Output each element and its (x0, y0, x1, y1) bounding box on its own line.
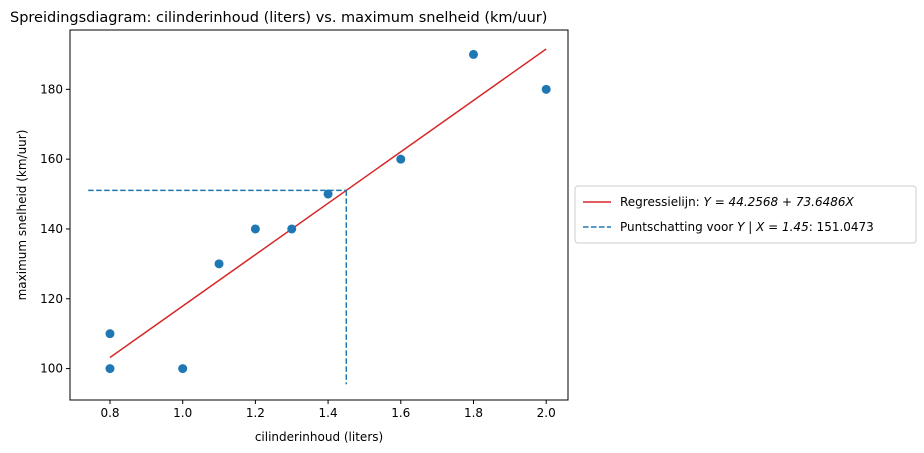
scatter-point (541, 84, 551, 94)
legend-point-estimate-label: Puntschatting voor Y | X = 1.45: 151.047… (620, 220, 874, 234)
y-tick-label: 100 (40, 362, 63, 376)
y-tick-label: 180 (40, 82, 63, 96)
y-tick-label: 140 (40, 222, 63, 236)
scatter-point (105, 364, 115, 374)
scatter-point (323, 189, 333, 199)
x-tick-label: 1.4 (319, 406, 338, 420)
x-axis-label: cilinderinhoud (liters) (255, 430, 383, 444)
legend-box (574, 185, 917, 244)
scatter-point (287, 224, 297, 234)
legend-regression-label: Regressielijn: Y = 44.2568 + 73.6486X (620, 195, 854, 209)
scatter-point (178, 364, 188, 374)
x-tick-label: 1.2 (246, 406, 265, 420)
y-tick-label: 160 (40, 152, 63, 166)
y-axis-label: maximum snelheid (km/uur) (15, 130, 29, 301)
x-tick-label: 2.0 (537, 406, 556, 420)
plot-area (88, 48, 551, 385)
x-tick-label: 0.8 (100, 406, 119, 420)
x-tick-label: 1.0 (173, 406, 192, 420)
plot-frame (69, 29, 569, 401)
scatter-point (105, 329, 115, 339)
scatter-point (396, 154, 406, 164)
scatter-point (214, 259, 224, 269)
legend: Regressielijn: Y = 44.2568 + 73.6486X Pu… (574, 185, 917, 244)
chart-title: Spreidingsdiagram: cilinderinhoud (liter… (10, 10, 547, 26)
y-tick-label: 120 (40, 292, 63, 306)
x-axis: 0.8 1.0 1.2 1.4 1.6 1.8 2.0 (100, 400, 556, 420)
x-tick-label: 1.6 (391, 406, 410, 420)
y-axis: 100 120 140 160 180 (40, 82, 70, 376)
x-tick-label: 1.8 (464, 406, 483, 420)
scatter-point (250, 224, 260, 234)
regression-line (109, 48, 547, 359)
scatter-point (468, 49, 478, 59)
